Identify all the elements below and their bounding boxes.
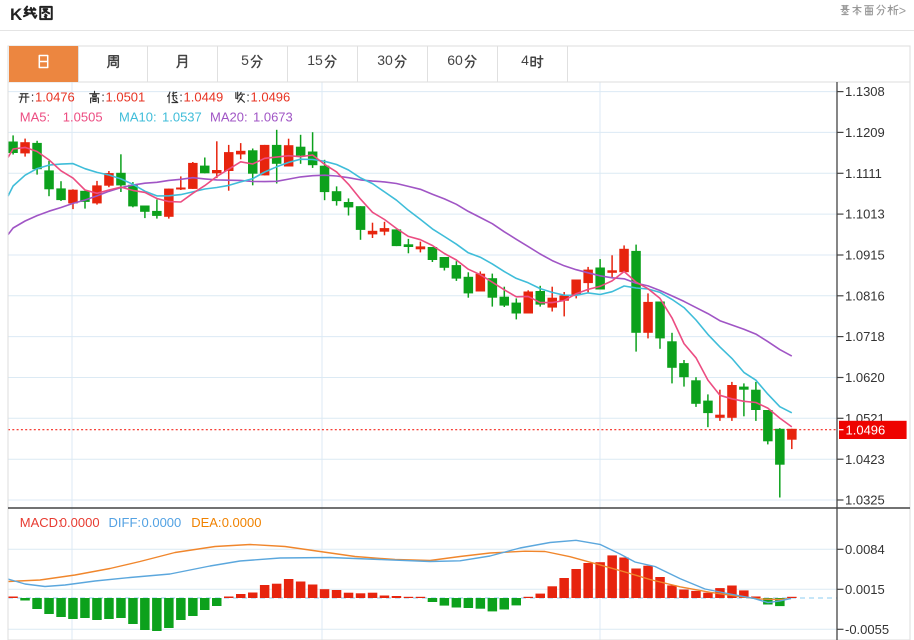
svg-text:1.0816: 1.0816	[845, 288, 885, 303]
svg-text:0.0000: 0.0000	[222, 515, 262, 530]
svg-text:1.0915: 1.0915	[845, 248, 885, 263]
svg-text::: :	[246, 90, 250, 105]
svg-text::: :	[179, 90, 183, 105]
svg-text:1.0325: 1.0325	[845, 493, 885, 508]
svg-text:MACD:: MACD:	[20, 515, 62, 530]
svg-text:1.1308: 1.1308	[845, 84, 885, 99]
svg-text:1.0476: 1.0476	[35, 90, 75, 105]
svg-text::: :	[101, 90, 105, 105]
svg-text:DEA:: DEA:	[191, 515, 221, 530]
svg-text:-0.0055: -0.0055	[845, 622, 889, 637]
svg-text:1.0505: 1.0505	[63, 110, 103, 125]
svg-text:0.0015: 0.0015	[845, 582, 885, 597]
svg-text:1.0718: 1.0718	[845, 329, 885, 344]
svg-text:MA5:: MA5:	[20, 110, 50, 125]
svg-text:1.1111: 1.1111	[845, 166, 882, 181]
svg-text:MA20:: MA20:	[210, 110, 248, 125]
svg-text:0.0084: 0.0084	[845, 542, 885, 557]
svg-text:1.0496: 1.0496	[251, 90, 291, 105]
svg-text:1.0423: 1.0423	[845, 452, 885, 467]
svg-text:MA10:: MA10:	[119, 110, 157, 125]
svg-text:1.1209: 1.1209	[845, 125, 885, 140]
svg-text:1.0501: 1.0501	[106, 90, 146, 105]
svg-text:1.0449: 1.0449	[184, 90, 224, 105]
svg-text:0.0000: 0.0000	[142, 515, 182, 530]
svg-text:1.0673: 1.0673	[253, 110, 293, 125]
svg-text:1.0620: 1.0620	[845, 370, 885, 385]
svg-text:1.1013: 1.1013	[845, 207, 885, 222]
svg-text:DIFF:: DIFF:	[109, 515, 142, 530]
svg-text:0.0000: 0.0000	[60, 515, 100, 530]
svg-text:1.0496: 1.0496	[846, 423, 886, 438]
svg-text::: :	[31, 90, 35, 105]
svg-text:1.0537: 1.0537	[162, 110, 202, 125]
